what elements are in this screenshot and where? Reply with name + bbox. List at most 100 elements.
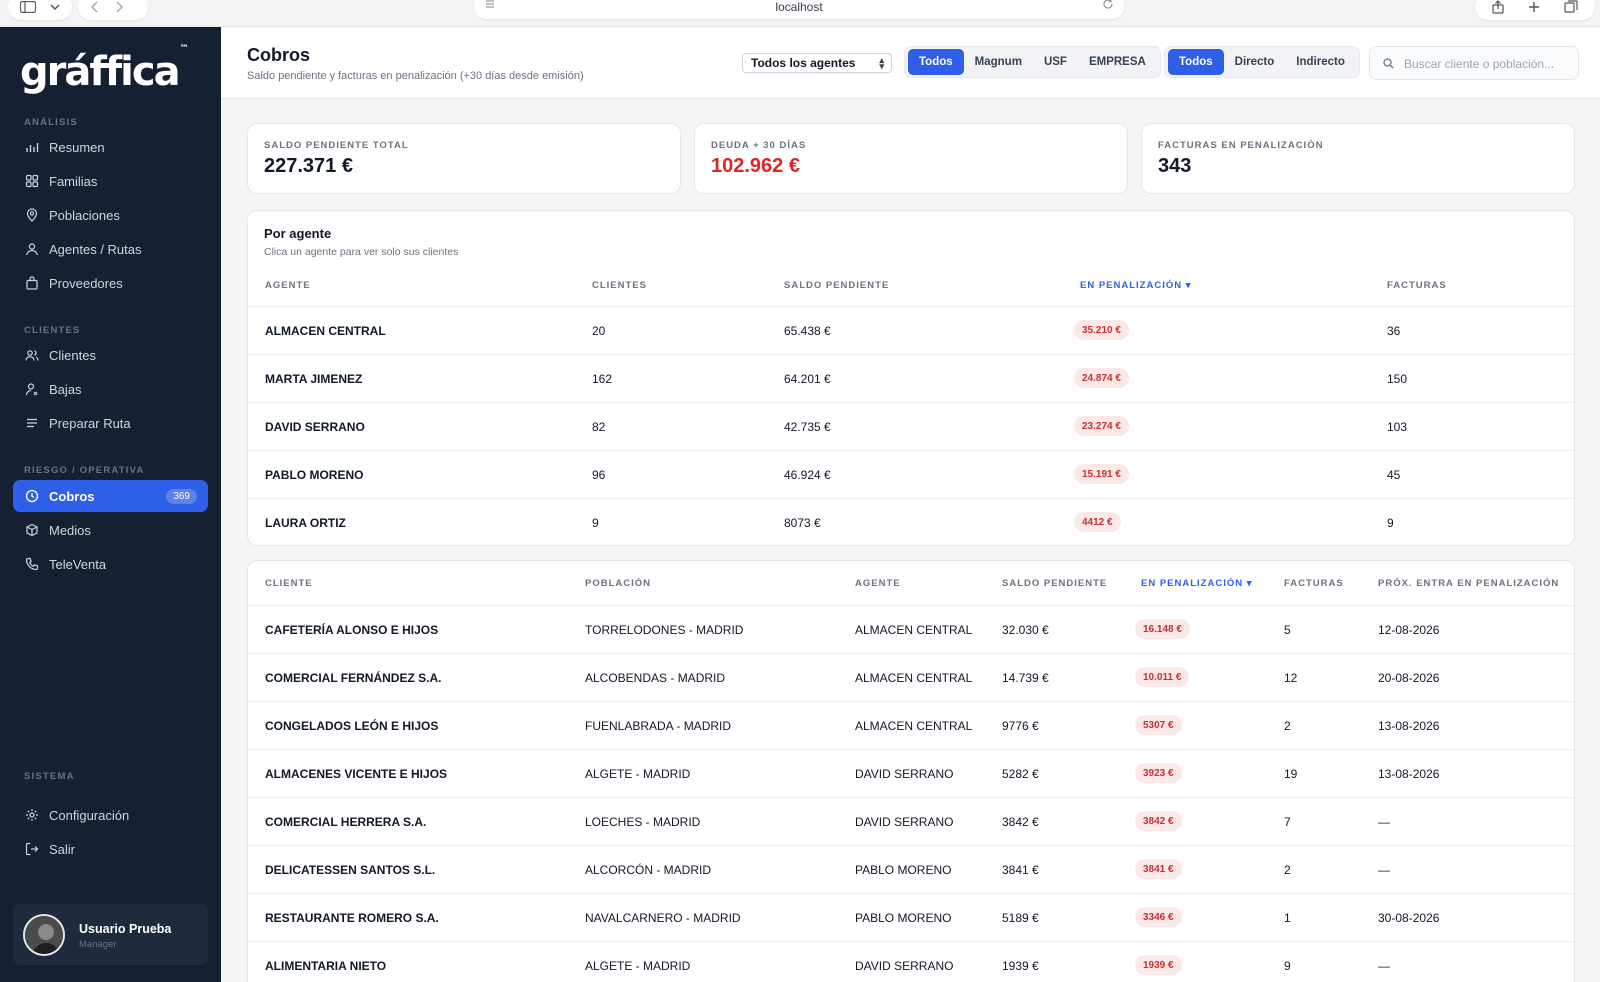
nav-item-clientes[interactable]: Clientes [13, 339, 208, 371]
nav-item-agentes-rutas[interactable]: Agentes / Rutas [13, 233, 208, 265]
kpi-label: FACTURAS EN PENALIZACIÓN [1158, 140, 1324, 151]
cobros-count-badge: 369 [166, 488, 197, 504]
agent-row[interactable]: MARTA JIMENEZ 162 64.201 € 24.874 € 150 [248, 354, 1574, 402]
agent-row[interactable]: LAURA ORTIZ 9 8073 € 4412 € 9 [248, 498, 1574, 545]
share-icon[interactable] [1492, 0, 1504, 14]
penalty-amount-pill: 35.210 € [1074, 320, 1129, 340]
penalty-amount-pill: 10.011 € [1135, 667, 1190, 687]
client-row[interactable]: COMERCIAL FERNÁNDEZ S.A. ALCOBENDAS - MAD… [248, 653, 1574, 701]
client-row[interactable]: CAFETERÍA ALONSO E HIJOS TORRELODONES - M… [248, 605, 1574, 653]
table-cell: — [1378, 959, 1390, 973]
table-cell: 9 [592, 516, 599, 530]
penalty-amount-pill: 24.874 € [1074, 368, 1129, 388]
col-header-penalizacion-sorted[interactable]: EN PENALIZACIÓN ▾ [1080, 280, 1192, 291]
col-header-saldo[interactable]: SALDO PENDIENTE [784, 280, 890, 291]
table-cell: 19 [1284, 767, 1298, 781]
kpi-deuda-30-dias: DEUDA + 30 DÍAS 102.962 € [694, 123, 1128, 194]
nav-item-resumen[interactable]: Resumen [13, 131, 208, 163]
browser-actions [1475, 0, 1595, 20]
search-input[interactable]: Buscar cliente o población... [1369, 46, 1579, 80]
new-tab-icon[interactable] [1528, 1, 1540, 13]
table-cell: PABLO MORENO [265, 468, 364, 482]
tabs-overview-icon[interactable] [1564, 0, 1578, 14]
nav-item-salir[interactable]: Salir [13, 833, 208, 865]
address-bar[interactable]: localhost [474, 0, 1124, 19]
company-filter-empresa[interactable]: EMPRESA [1088, 56, 1146, 68]
page-header: Cobros Saldo pendiente y facturas en pen… [221, 27, 1600, 99]
page-menu-icon[interactable] [484, 0, 496, 10]
table-cell: — [1378, 863, 1390, 877]
table-cell: ALIMENTARIA NIETO [265, 959, 387, 973]
nav-item-medios[interactable]: Medios [13, 514, 208, 546]
page-title: Cobros [247, 45, 310, 65]
client-row[interactable]: ALMACENES VICENTE E HIJOS ALGETE - MADRID… [248, 749, 1574, 797]
agent-select[interactable]: Todos los agentes ▴ ▾ [742, 53, 892, 73]
nav-item-poblaciones[interactable]: Poblaciones [13, 199, 208, 231]
client-row[interactable]: COMERCIAL HERRERA S.A. LOECHES - MADRID DA… [248, 797, 1574, 845]
nav-item-televenta[interactable]: TeleVenta [13, 548, 208, 580]
client-row[interactable]: ALIMENTARIA NIETO ALGETE - MADRID DAVID SE… [248, 941, 1574, 982]
penalty-amount-pill: 5307 € [1135, 715, 1182, 735]
agent-row[interactable]: ALMACEN CENTRAL 20 65.438 € 35.210 € 36 [248, 306, 1574, 354]
chevron-down-icon[interactable] [50, 3, 60, 11]
agent-row[interactable]: DAVID SERRANO 82 42.735 € 23.274 € 103 [248, 402, 1574, 450]
back-arrow-icon[interactable] [90, 1, 100, 13]
nav-section-riesgo: RIESGO / OPERATIVA [24, 465, 145, 476]
table-cell: 1939 € [1002, 959, 1039, 973]
table-cell: 103 [1387, 420, 1408, 434]
forward-arrow-icon[interactable] [114, 1, 124, 13]
channel-filter-todos[interactable]: Todos [1168, 49, 1224, 75]
users-icon [25, 350, 39, 361]
table-cell: 32.030 € [1002, 623, 1049, 637]
table-cell: 65.438 € [784, 324, 831, 338]
nav-item-familias[interactable]: Familias [13, 165, 208, 197]
table-cell: 5189 € [1002, 911, 1039, 925]
agent-row[interactable]: PABLO MORENO 96 46.924 € 15.191 € 45 [248, 450, 1574, 498]
client-row[interactable]: RESTAURANTE ROMERO S.A. NAVALCARNERO - MA… [248, 893, 1574, 941]
table-cell: 20 [592, 324, 606, 338]
table-cell: NAVALCARNERO - MADRID [585, 911, 741, 925]
company-filter-todos[interactable]: Todos [908, 49, 964, 75]
col-header-penalizacion-sorted[interactable]: EN PENALIZACIÓN ▾ [1141, 578, 1253, 589]
col-header-facturas[interactable]: FACTURAS [1284, 578, 1344, 589]
col-header-cliente[interactable]: CLIENTE [265, 578, 313, 589]
card-subtitle: Clica un agente para ver solo sus client… [264, 246, 459, 258]
col-header-agente[interactable]: AGENTE [265, 280, 311, 291]
sidebar-toggle-group[interactable] [8, 0, 72, 20]
col-header-clientes[interactable]: CLIENTES [592, 280, 647, 291]
table-cell: FUENLABRADA - MADRID [585, 719, 732, 733]
channel-filter: Todos Directo Indirecto [1164, 46, 1360, 78]
client-row[interactable]: DELICATESSEN SANTOS S.L. ALCORCÓN - MADRI… [248, 845, 1574, 893]
nav-item-preparar-ruta[interactable]: Preparar Ruta [13, 407, 208, 439]
app-logo[interactable]: gráffica™ [20, 44, 189, 95]
client-row[interactable]: CONGELADOS LEÓN E HIJOS FUENLABRADA - MAD… [248, 701, 1574, 749]
table-cell: 150 [1387, 372, 1408, 386]
user-profile-card[interactable]: Usuario Prueba Manager [13, 904, 208, 965]
channel-filter-indirecto[interactable]: Indirecto [1296, 56, 1345, 68]
penalty-amount-pill: 1939 € [1135, 955, 1182, 975]
map-pin-icon [26, 208, 38, 222]
col-header-saldo[interactable]: SALDO PENDIENTE [1002, 578, 1108, 589]
col-header-facturas[interactable]: FACTURAS [1387, 280, 1447, 291]
user-photo-icon [25, 916, 63, 954]
company-filter-magnum[interactable]: Magnum [974, 56, 1022, 68]
nav-item-bajas[interactable]: Bajas [13, 373, 208, 405]
nav-item-configuracion[interactable]: Configuración [13, 799, 208, 831]
col-header-poblacion[interactable]: POBLACIÓN [585, 578, 651, 589]
col-header-agente[interactable]: AGENTE [855, 578, 901, 589]
table-cell: 46.924 € [784, 468, 831, 482]
table-cell: DAVID SERRANO [855, 767, 954, 781]
col-header-prox-penalizacion[interactable]: PRÓX. ENTRA EN PENALIZACIÓN [1378, 578, 1560, 589]
nav-item-cobros[interactable]: Cobros 369 [13, 480, 208, 512]
channel-filter-directo[interactable]: Directo [1234, 56, 1275, 68]
reload-icon[interactable] [1102, 0, 1114, 10]
sidebar-toggle-icon[interactable] [20, 1, 36, 13]
table-cell: 9 [1284, 959, 1291, 973]
table-cell: ALMACEN CENTRAL [855, 671, 973, 685]
table-cell: — [1378, 815, 1390, 829]
table-cell: 2 [1284, 863, 1291, 877]
history-nav [78, 0, 148, 20]
table-cell: 9776 € [1002, 719, 1039, 733]
nav-item-proveedores[interactable]: Proveedores [13, 267, 208, 299]
company-filter-usf[interactable]: USF [1043, 56, 1067, 68]
